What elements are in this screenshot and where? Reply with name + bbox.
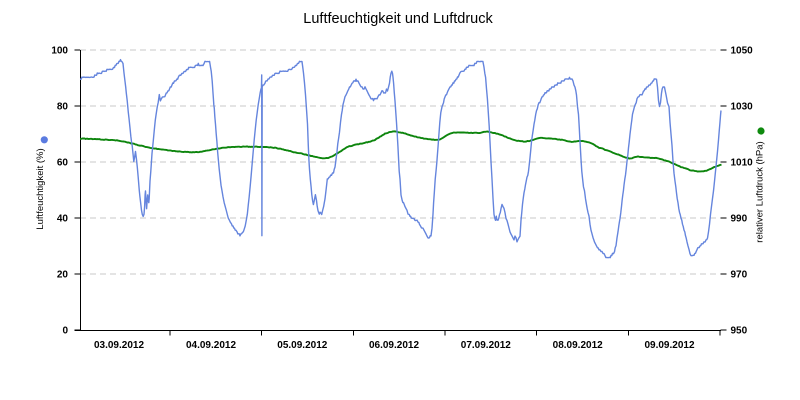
svg-text:Luftfeuchtigkeit (%): Luftfeuchtigkeit (%)	[35, 148, 46, 229]
svg-text:950: 950	[731, 326, 748, 337]
svg-text:1050: 1050	[731, 46, 754, 57]
svg-text:08.09.2012: 08.09.2012	[553, 340, 603, 351]
svg-text:03.09.2012: 03.09.2012	[94, 340, 144, 351]
svg-text:40: 40	[57, 214, 69, 225]
svg-text:80: 80	[57, 102, 69, 113]
svg-text:05.09.2012: 05.09.2012	[277, 340, 327, 351]
svg-text:0: 0	[62, 326, 68, 337]
svg-text:990: 990	[731, 214, 748, 225]
svg-text:06.09.2012: 06.09.2012	[369, 340, 419, 351]
svg-text:1010: 1010	[731, 158, 754, 169]
svg-text:04.09.2012: 04.09.2012	[186, 340, 236, 351]
svg-text:1030: 1030	[731, 102, 754, 113]
svg-text:07.09.2012: 07.09.2012	[461, 340, 511, 351]
svg-text:relativer Luftdruck (hPa): relativer Luftdruck (hPa)	[755, 141, 766, 242]
svg-text:Luftfeuchtigkeit und Luftdruck: Luftfeuchtigkeit und Luftdruck	[303, 11, 493, 27]
svg-text:20: 20	[57, 270, 69, 281]
svg-text:100: 100	[51, 46, 68, 57]
svg-text:60: 60	[57, 158, 69, 169]
svg-text:970: 970	[731, 270, 748, 281]
svg-text:09.09.2012: 09.09.2012	[644, 340, 694, 351]
